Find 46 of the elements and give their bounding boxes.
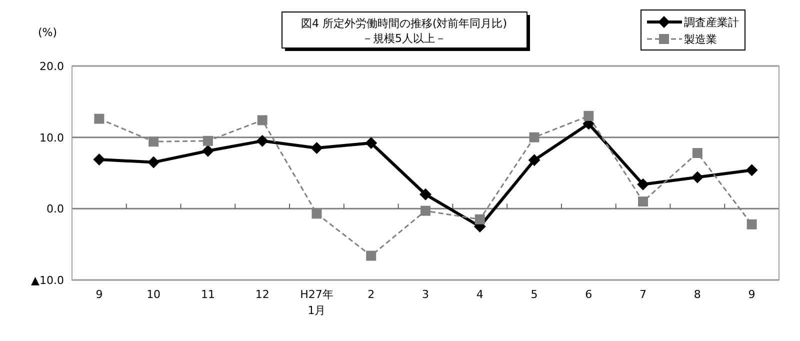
point [94, 114, 104, 124]
y-tick-label: 20.0 [40, 60, 64, 73]
x-tick-label: 10 [146, 288, 161, 301]
chart-title: 図4 所定外労働時間の推移(対前年同月比) [300, 17, 508, 30]
point [584, 110, 594, 121]
x-tick-label: 7 [640, 288, 647, 301]
point [528, 154, 540, 166]
point [420, 206, 430, 216]
point [365, 137, 378, 150]
y-axis-title: (%) [38, 26, 58, 39]
point [420, 188, 432, 200]
point [366, 250, 376, 261]
x-tick-label: 4 [476, 288, 484, 301]
point [202, 136, 213, 146]
x-tick-label: 8 [694, 288, 701, 301]
legend-label: 調査産業計 [684, 16, 739, 29]
point [474, 214, 485, 224]
x-tick-label: 9 [96, 288, 103, 301]
point [691, 171, 704, 184]
point [256, 134, 268, 147]
x-tick-label: 3 [422, 288, 429, 301]
legend-label: 製造業 [684, 33, 717, 46]
point [637, 178, 650, 190]
point [746, 219, 757, 230]
x-tick-label: 2 [368, 288, 375, 301]
x-tick-label: 12 [255, 288, 270, 301]
point [692, 148, 702, 158]
point [148, 156, 160, 168]
point [148, 136, 159, 147]
point [257, 115, 268, 126]
chart-subtitle: －規模5人以上－ [362, 32, 446, 45]
point [312, 208, 322, 219]
point [310, 142, 323, 154]
point [93, 153, 106, 166]
point [202, 144, 214, 157]
x-tick-label: H27年 1月 [300, 288, 334, 317]
point [638, 196, 648, 207]
x-tick-label: 6 [585, 288, 592, 301]
point [746, 164, 758, 176]
y-tick-label: 0.0 [46, 202, 64, 216]
x-tick-label: 11 [200, 288, 215, 301]
y-tick-label: 10.0 [40, 131, 64, 144]
x-tick-label: 5 [530, 288, 538, 301]
point [529, 132, 540, 142]
y-tick-label: ▲10.0 [31, 274, 64, 287]
x-tick-label: 9 [748, 288, 756, 301]
